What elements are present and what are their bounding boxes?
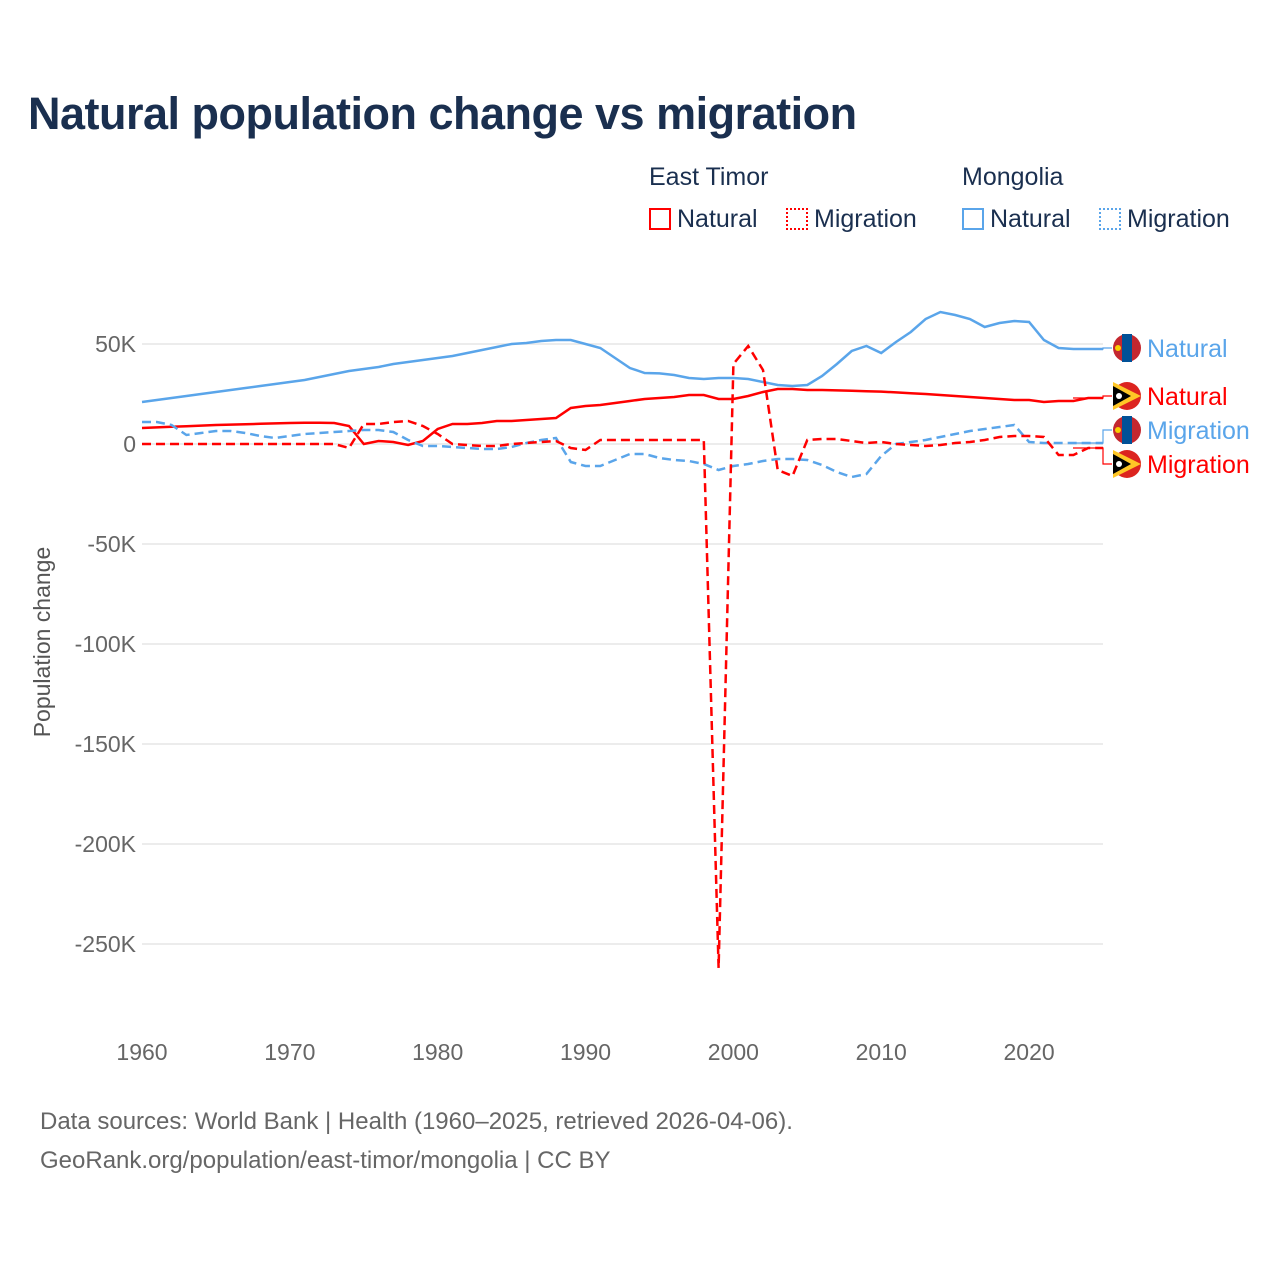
east-timor-flag-icon — [1113, 450, 1141, 478]
y-tick-label: -100K — [75, 631, 137, 657]
end-label-connector — [1073, 347, 1112, 350]
end-label: Natural — [1147, 383, 1228, 411]
series-line-east-timor-natural — [141, 387, 1103, 447]
series-line-east-timor-migration — [142, 343, 1103, 969]
x-tick-label: 2020 — [1003, 1039, 1054, 1065]
y-tick-label: 0 — [123, 431, 136, 457]
chart-title: Natural population change vs migration — [28, 88, 857, 139]
x-tick-label: 1990 — [560, 1039, 611, 1065]
legend-et-migration[interactable]: Migration — [786, 205, 917, 234]
legend-mn-natural[interactable]: Natural — [962, 205, 1071, 234]
series-line-mongolia-natural — [141, 310, 1103, 404]
legend-swatch — [962, 208, 984, 230]
y-axis-label: Population change — [29, 547, 55, 738]
legend-swatch — [649, 208, 671, 230]
y-tick-label: 50K — [95, 331, 137, 357]
y-tick-label: -200K — [75, 831, 137, 857]
x-tick-label: 2000 — [708, 1039, 759, 1065]
legend-label: Natural — [990, 205, 1071, 233]
x-tick-label: 2010 — [856, 1039, 907, 1065]
x-tick-label: 1970 — [264, 1039, 315, 1065]
legend-group-east-timor: East Timor — [649, 163, 769, 191]
series-line-mongolia-migration — [142, 420, 1103, 479]
east-timor-flag-icon — [1113, 382, 1141, 410]
mongolia-flag-icon — [1113, 334, 1141, 362]
y-tick-label: -250K — [75, 931, 137, 957]
legend-group-mongolia: Mongolia — [962, 163, 1064, 191]
source-url[interactable]: GeoRank.org/population/east-timor/mongol… — [40, 1147, 611, 1174]
end-label: Migration — [1147, 451, 1250, 479]
x-tick-label: 1960 — [116, 1039, 167, 1065]
legend-label: Natural — [677, 205, 758, 233]
y-tick-label: -150K — [75, 731, 137, 757]
end-label: Migration — [1147, 417, 1250, 445]
legend-mn-migration[interactable]: Migration — [1099, 205, 1230, 234]
end-label-connector — [1073, 447, 1112, 465]
legend-label: Migration — [814, 205, 917, 233]
end-label-connector — [1073, 395, 1112, 399]
mongolia-flag-icon — [1113, 416, 1141, 444]
legend-swatch — [1099, 208, 1121, 230]
end-label: Natural — [1147, 335, 1228, 363]
legend-swatch — [786, 208, 808, 230]
source-text: Data sources: World Bank | Health (1960–… — [40, 1108, 793, 1135]
x-tick-label: 1980 — [412, 1039, 463, 1065]
end-label-connector — [1073, 429, 1112, 444]
legend-et-natural[interactable]: Natural — [649, 205, 758, 234]
legend-label: Migration — [1127, 205, 1230, 233]
y-tick-label: -50K — [87, 531, 136, 557]
